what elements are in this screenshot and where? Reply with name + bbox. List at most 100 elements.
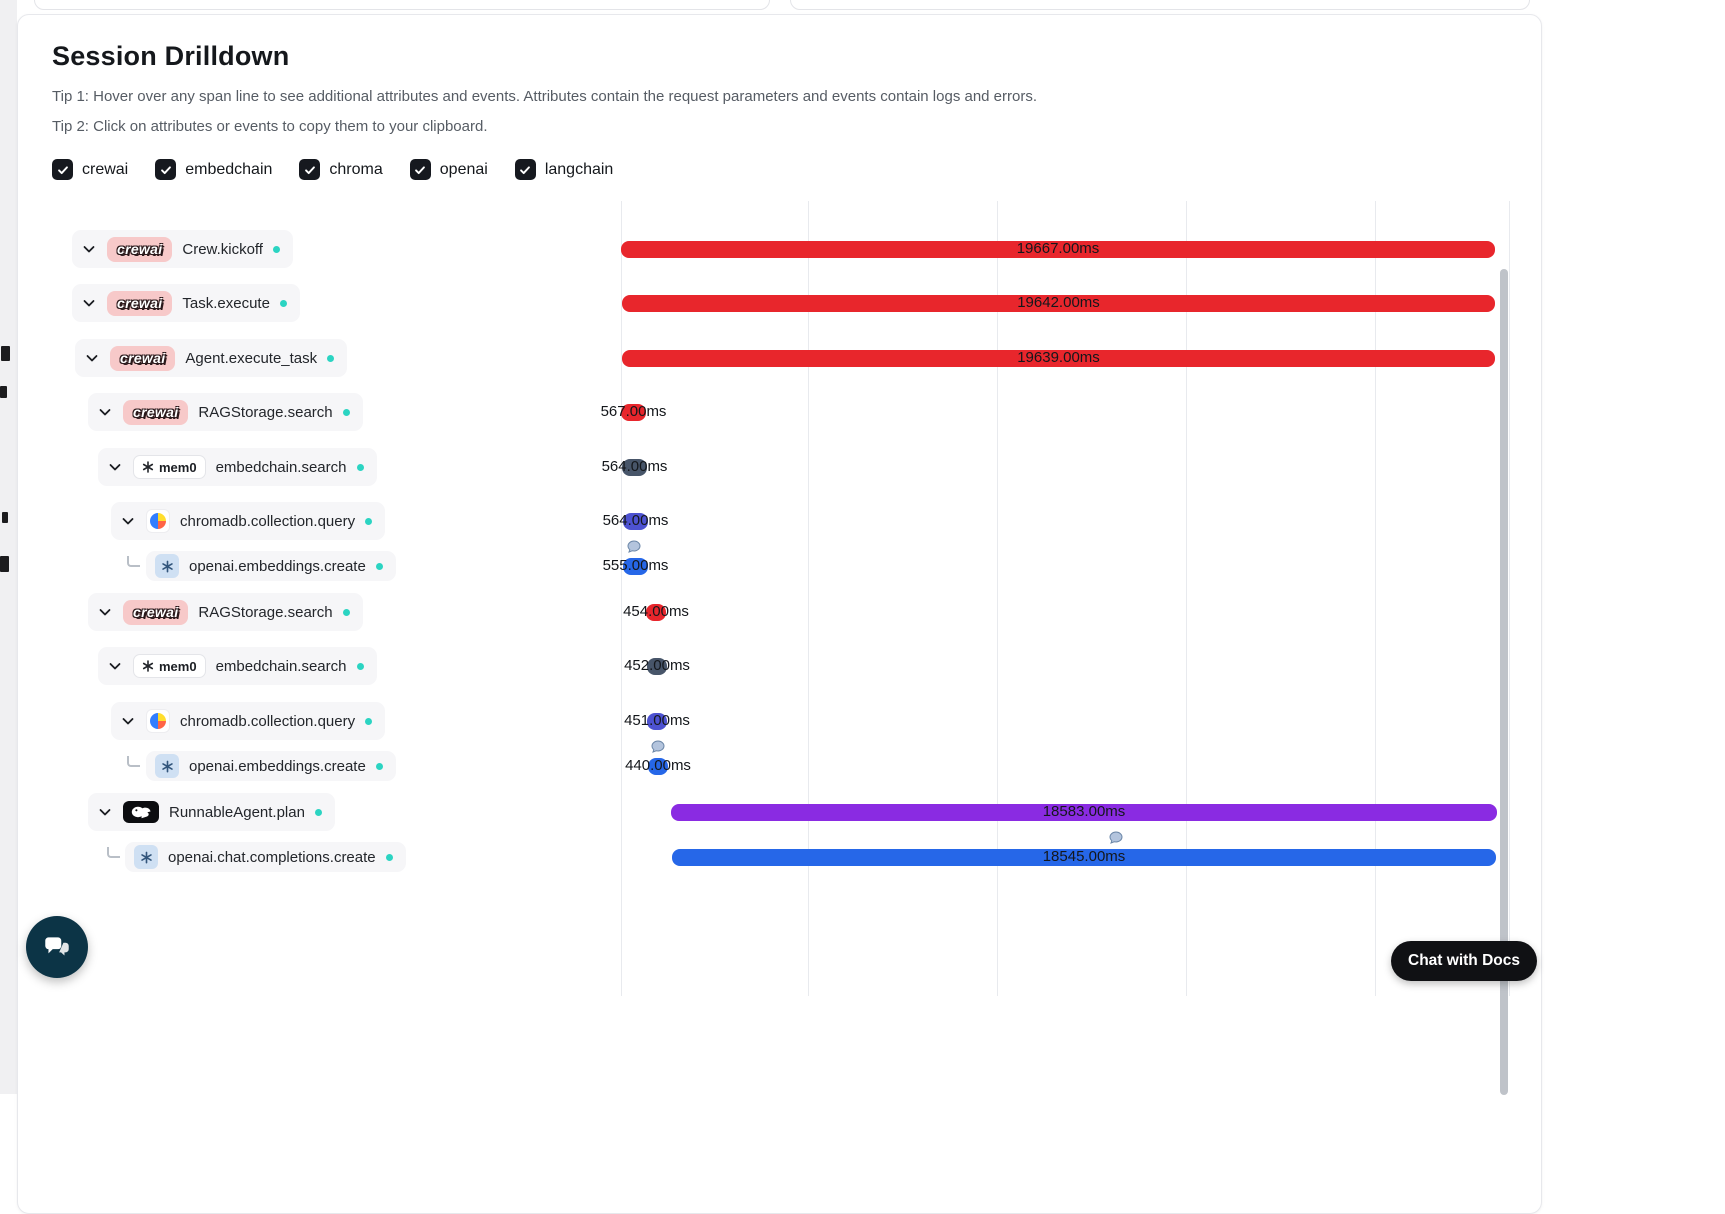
chevron-down-icon[interactable] [81, 241, 97, 257]
span-bar[interactable] [671, 804, 1497, 821]
status-dot [356, 463, 364, 471]
chevron-down-icon[interactable] [107, 658, 123, 674]
mem0-logo-text: mem0 [159, 459, 197, 475]
tree-elbow-connector [107, 847, 120, 858]
chevron-down-icon[interactable] [107, 459, 123, 475]
span-row[interactable]: crewai Crew.kickoff [72, 230, 293, 268]
status-dot [365, 717, 373, 725]
edge-artifact [0, 386, 7, 398]
span-name: RAGStorage.search [198, 603, 333, 621]
span-bar[interactable] [672, 849, 1496, 866]
span-row[interactable]: RunnableAgent.plan [88, 793, 335, 831]
span-row[interactable]: openai.embeddings.create [146, 751, 396, 781]
span-row[interactable]: mem0 embedchain.search [98, 448, 377, 486]
timeline-gridline [997, 201, 998, 996]
span-row[interactable]: openai.embeddings.create [146, 551, 396, 581]
chevron-down-icon[interactable] [97, 804, 113, 820]
span-name: openai.embeddings.create [189, 557, 366, 575]
span-bar[interactable] [647, 658, 667, 675]
crewai-logo: crewai [110, 345, 176, 371]
chevron-down-icon[interactable] [97, 604, 113, 620]
checkbox-openai[interactable] [409, 159, 431, 180]
chevron-down-icon[interactable] [81, 295, 97, 311]
event-bubble-icon[interactable] [626, 539, 642, 555]
chat-widget-button[interactable] [26, 916, 88, 978]
span-bar[interactable] [622, 295, 1495, 312]
checkbox-langchain[interactable] [514, 159, 536, 180]
span-row[interactable]: chromadb.collection.query [111, 702, 386, 740]
filter-langchain[interactable]: langchain [514, 159, 613, 180]
span-bar[interactable] [648, 758, 668, 775]
status-dot [356, 662, 364, 670]
edge-artifact [0, 556, 9, 572]
span-name: embedchain.search [215, 458, 347, 476]
span-bar[interactable] [647, 713, 667, 730]
chevron-down-icon[interactable] [120, 513, 136, 529]
span-name: Task.execute [182, 294, 270, 312]
crewai-logo: crewai [107, 290, 173, 316]
mem0-icon [142, 461, 154, 473]
span-bar[interactable] [621, 404, 646, 421]
span-row[interactable]: openai.chat.completions.create [125, 842, 406, 872]
span-row[interactable]: crewai RAGStorage.search [88, 593, 363, 631]
span-row[interactable]: crewai RAGStorage.search [88, 393, 363, 431]
crewai-logo: crewai [123, 399, 189, 425]
trace-waterfall: crewai Crew.kickoff 19667.00ms crewai Task.e… [18, 201, 1530, 996]
chroma-ball-icon [150, 513, 166, 529]
crewai-logo-text: crewai [117, 241, 163, 257]
span-name: RunnableAgent.plan [169, 803, 305, 821]
timeline-gridline [1375, 201, 1376, 996]
tip-1: Tip 1: Hover over any span line to see a… [52, 88, 1038, 105]
top-card-left [34, 0, 770, 10]
chat-with-docs-button[interactable]: Chat with Docs [1391, 941, 1537, 981]
mem0-logo: mem0 [133, 455, 206, 479]
filter-label-crewai: crewai [82, 160, 129, 178]
filter-openai[interactable]: openai [409, 159, 488, 180]
vertical-scrollbar[interactable] [1500, 269, 1508, 1095]
status-dot [365, 517, 373, 525]
span-bar[interactable] [646, 604, 666, 621]
status-dot [375, 762, 383, 770]
crewai-logo-text: crewai [120, 350, 166, 366]
status-dot [314, 808, 322, 816]
tree-elbow-connector [127, 756, 140, 767]
chat-bubbles-icon [41, 931, 73, 963]
status-dot [327, 354, 335, 362]
span-name: chromadb.collection.query [180, 512, 356, 530]
chroma-ball-icon [150, 713, 166, 729]
filter-chroma[interactable]: chroma [299, 159, 383, 180]
mem0-logo-text: mem0 [159, 658, 197, 674]
filter-label-chroma: chroma [329, 160, 383, 178]
span-row[interactable]: mem0 embedchain.search [98, 647, 377, 685]
span-bar[interactable] [623, 513, 648, 530]
edge-artifact [2, 512, 8, 523]
status-dot [272, 245, 280, 253]
span-bar[interactable] [622, 350, 1495, 367]
filter-embedchain[interactable]: embedchain [155, 159, 272, 180]
edge-artifact [1, 346, 10, 361]
filter-label-embedchain: embedchain [185, 160, 273, 178]
crewai-logo: crewai [123, 599, 189, 625]
span-row[interactable]: chromadb.collection.query [111, 502, 386, 540]
span-bar[interactable] [622, 459, 647, 476]
chevron-down-icon[interactable] [120, 713, 136, 729]
session-drilldown-card: Session Drilldown Tip 1: Hover over any … [17, 14, 1542, 1214]
status-dot [342, 608, 350, 616]
checkbox-embedchain[interactable] [155, 159, 177, 180]
span-name: chromadb.collection.query [180, 712, 356, 730]
span-bar[interactable] [621, 241, 1495, 258]
chevron-down-icon[interactable] [97, 404, 113, 420]
status-dot [375, 562, 383, 570]
span-row[interactable]: crewai Agent.execute_task [75, 339, 348, 377]
framework-filters: crewai embedchain chroma openai langchain [52, 159, 1541, 180]
checkbox-chroma[interactable] [299, 159, 321, 180]
chevron-down-icon[interactable] [84, 350, 100, 366]
span-bar[interactable] [623, 558, 648, 575]
page-title: Session Drilldown [52, 41, 290, 71]
span-row[interactable]: crewai Task.execute [72, 284, 300, 322]
chroma-logo [146, 509, 170, 533]
event-bubble-icon[interactable] [1108, 830, 1124, 846]
filter-crewai[interactable]: crewai [52, 159, 128, 180]
event-bubble-icon[interactable] [650, 739, 666, 755]
checkbox-crewai[interactable] [52, 159, 73, 180]
